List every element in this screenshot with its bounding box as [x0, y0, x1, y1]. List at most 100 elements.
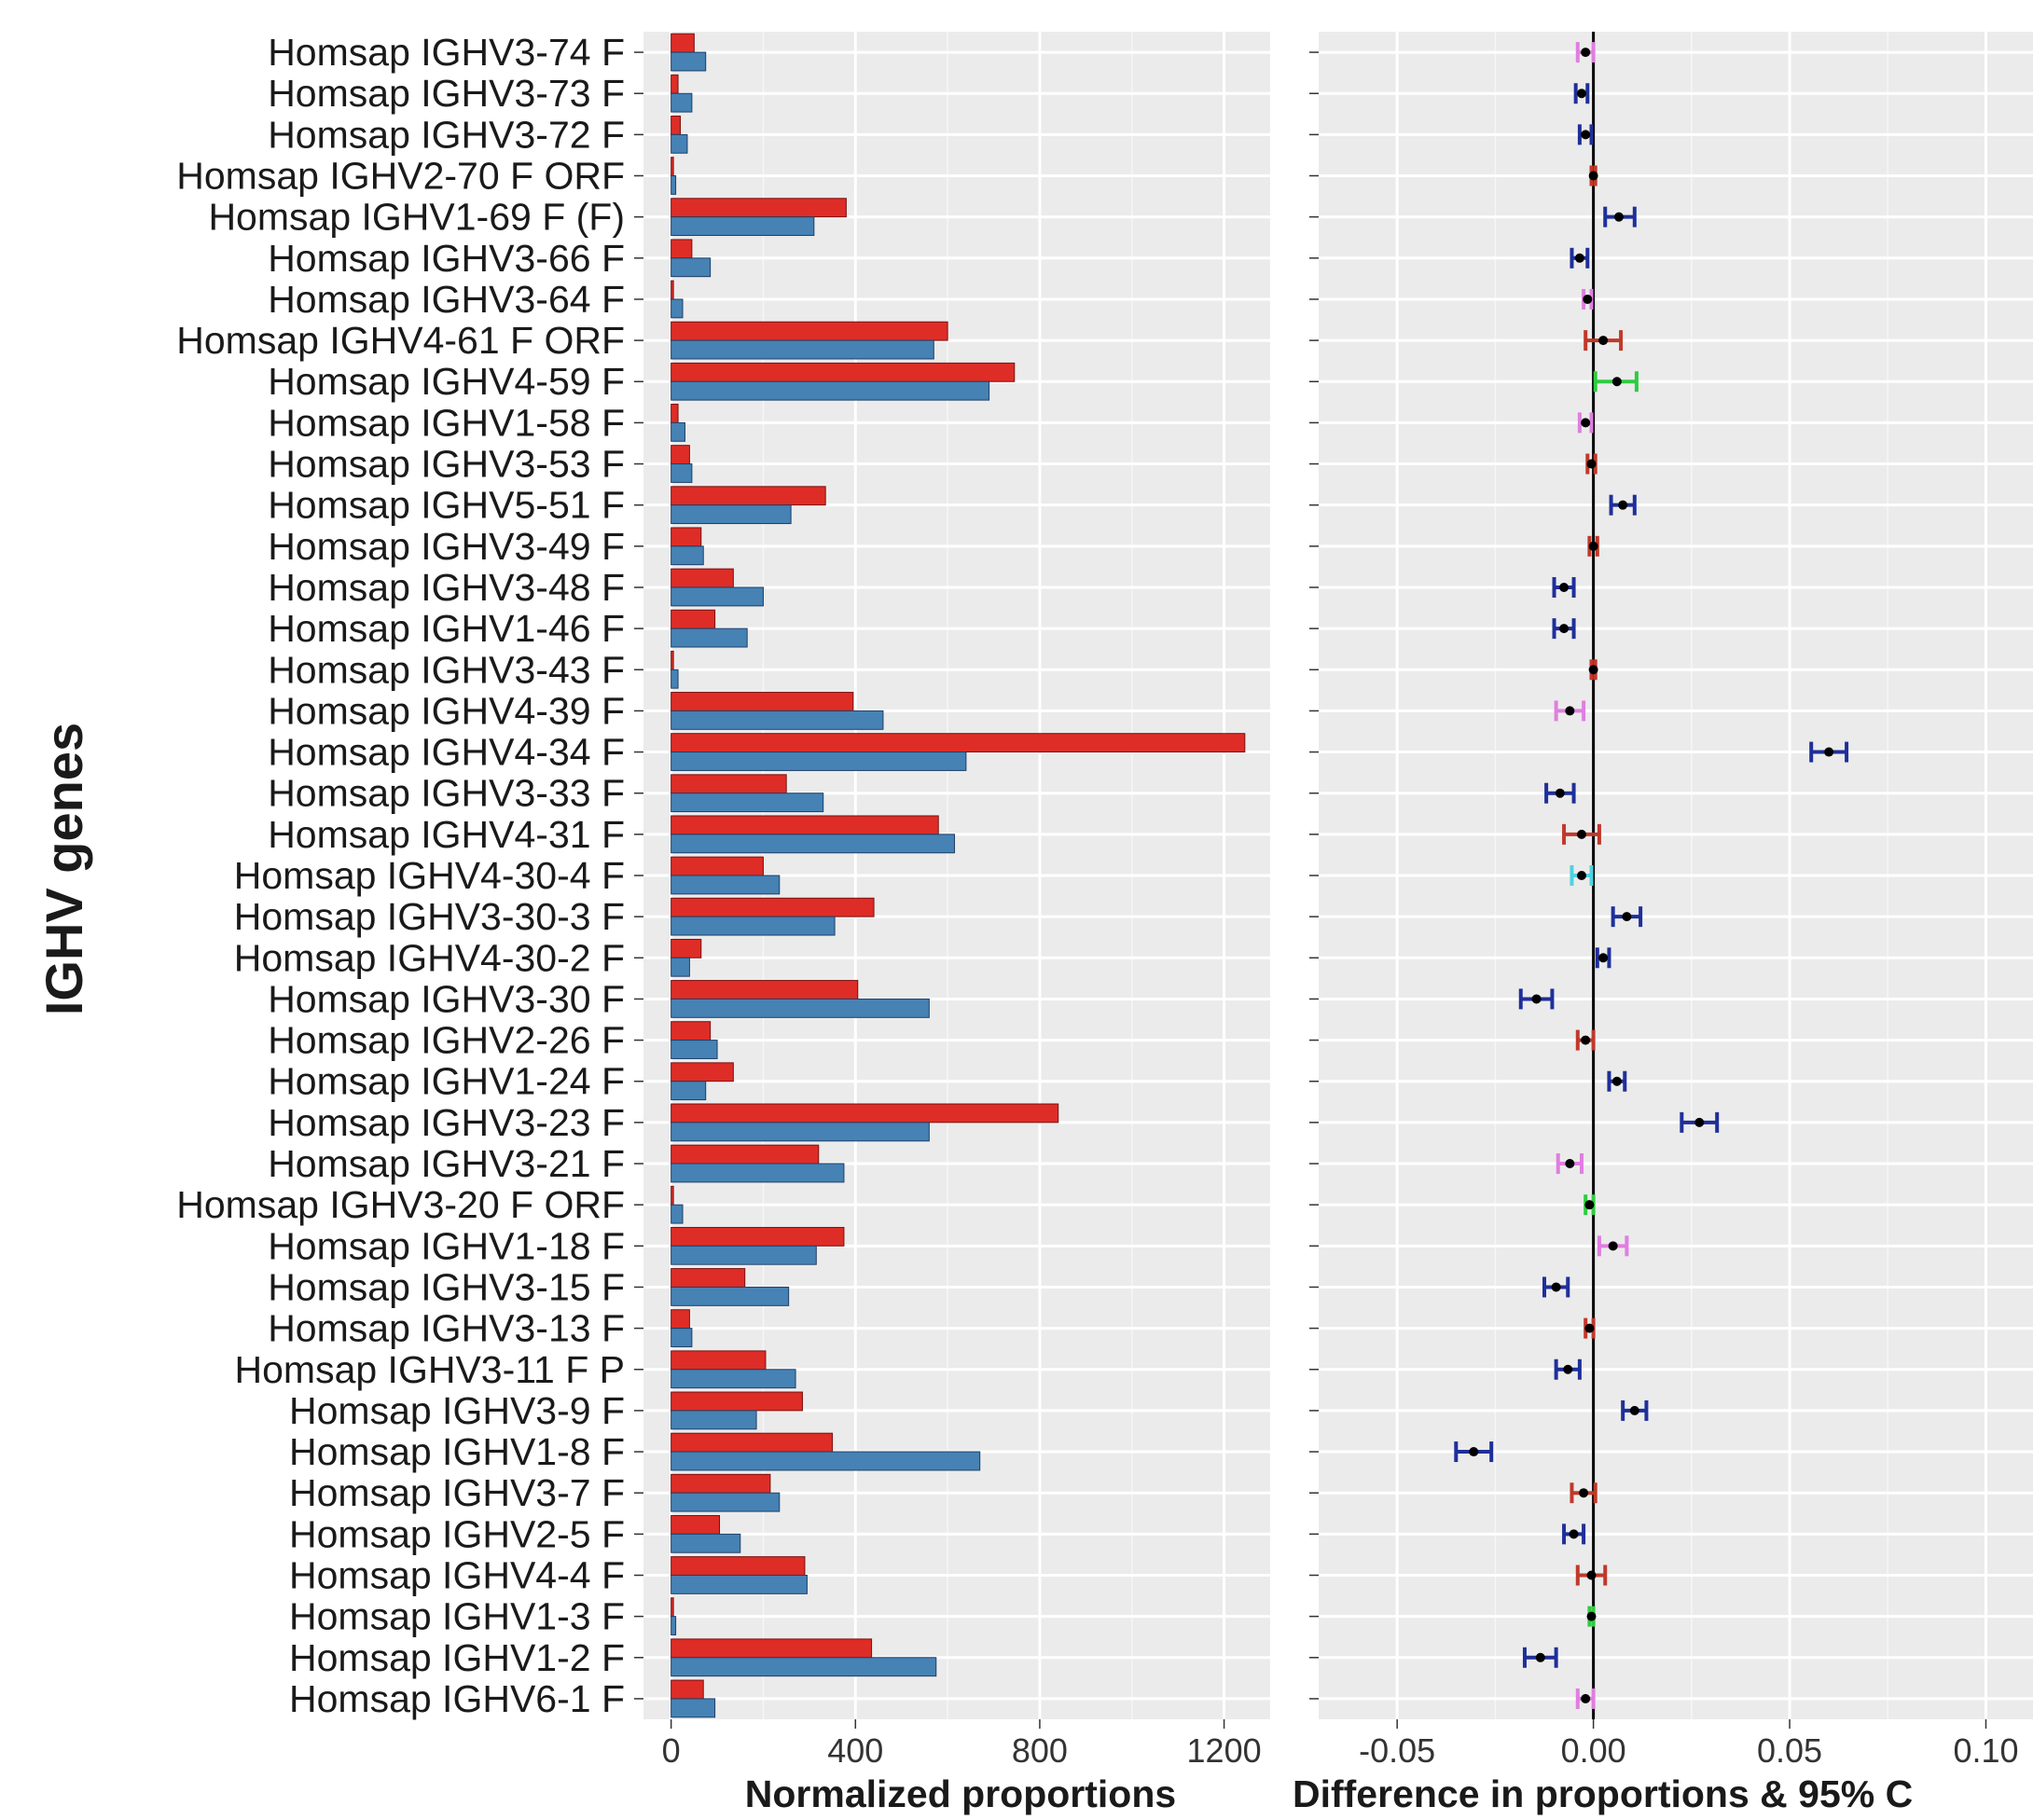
bar-blue	[671, 1163, 845, 1183]
bar-red	[671, 362, 1016, 382]
estimate-point	[1598, 953, 1609, 963]
bar-red	[671, 815, 939, 835]
bar-red	[671, 239, 693, 259]
estimate-point	[1559, 624, 1570, 634]
gene-label: Homsap IGHV4-30-2 F	[234, 936, 625, 979]
gene-label: Homsap IGHV3-30-3 F	[234, 895, 625, 938]
bar-blue	[671, 1657, 937, 1677]
bar-blue	[671, 339, 934, 360]
estimate-point	[1569, 1529, 1579, 1539]
gene-label: Homsap IGHV1-2 F	[289, 1636, 625, 1679]
difference-panel-x-tick-label: 0.05	[1757, 1731, 1822, 1770]
bar-blue	[671, 586, 764, 607]
gene-label: Homsap IGHV1-24 F	[268, 1060, 625, 1103]
bar-red	[671, 1432, 834, 1453]
gene-label: Homsap IGHV4-34 F	[268, 731, 625, 774]
estimate-point	[1588, 665, 1598, 675]
estimate-point	[1622, 912, 1632, 922]
gene-label: Homsap IGHV3-20 F ORF	[176, 1183, 625, 1226]
bar-red	[671, 733, 1246, 753]
bar-red	[671, 1062, 734, 1082]
bar-blue	[671, 1410, 757, 1430]
bar-blue	[671, 175, 677, 195]
bar-blue	[671, 1451, 981, 1471]
gene-label: Homsap IGHV3-13 F	[268, 1307, 625, 1350]
difference-panel-x-tick-label: 0.10	[1953, 1731, 2018, 1770]
estimate-point	[1565, 1159, 1575, 1169]
bar-red	[671, 527, 702, 547]
bar-red	[671, 774, 787, 794]
estimate-point	[1586, 1570, 1597, 1580]
bar-red	[671, 568, 734, 588]
bar-red	[671, 938, 702, 958]
estimate-point	[1581, 48, 1591, 58]
difference-panel-y-ticks	[1309, 51, 1319, 1700]
bar-blue	[671, 834, 956, 854]
bar-blue	[671, 545, 704, 566]
bar-blue	[671, 1122, 930, 1142]
estimate-point	[1469, 1447, 1479, 1457]
estimate-point	[1574, 253, 1584, 263]
bar-blue	[671, 916, 836, 936]
gene-label: Homsap IGHV6-1 F	[289, 1677, 625, 1720]
estimate-point	[1608, 1241, 1618, 1251]
bar-blue	[671, 216, 815, 237]
gene-label: Homsap IGHV3-64 F	[268, 278, 625, 321]
gene-label: Homsap IGHV2-70 F ORF	[176, 155, 625, 198]
bar-blue	[671, 1040, 718, 1059]
bar-blue	[671, 875, 781, 895]
estimate-point	[1588, 541, 1598, 551]
estimate-point	[1611, 377, 1622, 387]
bar-red	[671, 1638, 873, 1659]
bar-red	[671, 1021, 712, 1041]
estimate-point	[1559, 582, 1570, 592]
difference-panel-x-ticks: -0.05 0.00 0.05 0.10	[1359, 1719, 2019, 1770]
bar-blue	[671, 51, 707, 72]
estimate-point	[1613, 212, 1624, 222]
bar-blue	[671, 504, 792, 525]
gene-label: Homsap IGHV1-69 F (F)	[208, 196, 625, 239]
bar-panel-x-tick-label: 400	[827, 1731, 883, 1770]
bar-panel-x-tick-label: 0	[662, 1731, 681, 1770]
estimate-point	[1555, 788, 1565, 798]
gene-label: Homsap IGHV3-21 F	[268, 1142, 625, 1185]
bar-red	[671, 1103, 1059, 1124]
estimate-point	[1584, 1323, 1595, 1333]
bar-panel-x-title: Normalized proportions	[745, 1772, 1176, 1815]
bar-blue	[671, 1369, 796, 1389]
bar-blue	[671, 1245, 817, 1265]
estimate-point	[1576, 89, 1586, 99]
estimate-point	[1563, 1364, 1573, 1374]
bar-red	[671, 321, 948, 341]
difference-panel-x-tick-label: 0.00	[1561, 1731, 1626, 1770]
gene-label: Homsap IGHV2-26 F	[268, 1019, 625, 1062]
estimate-point	[1629, 1405, 1639, 1415]
bar-panel: 0 400 800 1200 Normalized proportions	[634, 32, 1270, 1815]
estimate-point	[1535, 1652, 1545, 1662]
bar-red	[671, 486, 826, 506]
bar-red	[671, 157, 674, 177]
estimate-point	[1694, 1117, 1705, 1127]
bar-red	[671, 1679, 704, 1700]
bar-blue	[671, 1574, 808, 1594]
estimate-point	[1576, 871, 1586, 880]
gene-label: Homsap IGHV4-59 F	[268, 360, 625, 403]
gene-label: Homsap IGHV3-11 F P	[235, 1348, 626, 1391]
gene-label: Homsap IGHV3-43 F	[268, 648, 625, 691]
bar-blue	[671, 793, 824, 813]
estimate-point	[1579, 1488, 1589, 1498]
bar-blue	[671, 1533, 741, 1553]
bar-blue	[671, 1328, 693, 1347]
bar-red	[671, 650, 674, 670]
bar-blue	[671, 1286, 790, 1306]
y-axis-title-group: IGHV genes	[35, 723, 93, 1015]
gene-label: Homsap IGHV3-15 F	[268, 1265, 625, 1308]
gene-label: Homsap IGHV3-66 F	[268, 237, 625, 280]
estimate-point	[1581, 1035, 1591, 1045]
bar-blue	[671, 463, 693, 483]
bar-red	[671, 116, 682, 135]
estimate-point	[1586, 459, 1597, 469]
bar-red	[671, 897, 875, 917]
bar-blue	[671, 1204, 684, 1224]
